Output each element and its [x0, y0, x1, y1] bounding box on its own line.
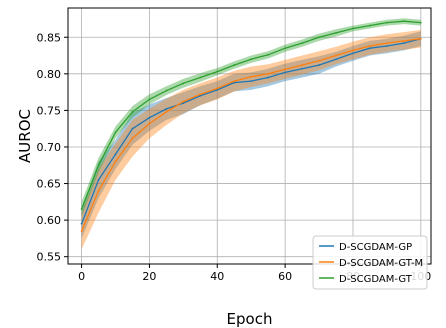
point-series-1 [250, 75, 253, 78]
point-series-0 [97, 178, 100, 181]
point-series-1 [233, 80, 236, 83]
point-series-2 [369, 24, 371, 27]
point-series-1 [419, 37, 422, 40]
point-series-2 [233, 64, 236, 66]
point-series-2 [318, 36, 320, 39]
point-series-1 [385, 42, 388, 45]
point-series-2 [301, 42, 303, 45]
point-series-1 [148, 122, 151, 125]
x-tick-label: 0 [78, 270, 85, 283]
point-series-0 [80, 222, 83, 225]
point-series-0 [216, 89, 219, 91]
point-series-0 [385, 45, 388, 47]
point-series-0 [301, 67, 303, 70]
point-series-1 [131, 137, 134, 140]
grid-lines [68, 8, 431, 264]
point-series-1 [80, 230, 83, 232]
point-series-1 [216, 87, 219, 90]
point-series-2 [199, 76, 202, 79]
point-series-0 [402, 42, 405, 45]
point-series-1 [267, 72, 270, 75]
y-tick-label: 0.85 [37, 31, 62, 44]
band-series-1 [81, 29, 421, 250]
x-tick-label: 60 [278, 270, 292, 283]
point-series-2 [267, 53, 270, 56]
point-series-1 [369, 45, 371, 47]
point-series-0 [182, 102, 185, 104]
point-series-2 [80, 208, 83, 211]
point-series-0 [233, 81, 236, 84]
point-series-0 [131, 127, 134, 130]
confidence-bands [81, 18, 421, 250]
point-series-2 [165, 89, 168, 92]
point-series-2 [216, 70, 219, 73]
y-tick-label: 0.70 [37, 141, 62, 154]
point-series-2 [97, 164, 100, 167]
x-axis-label: Epoch [227, 310, 273, 328]
point-series-2 [114, 131, 117, 134]
band-series-2 [81, 18, 421, 217]
point-series-2 [182, 82, 185, 85]
x-tick-label: 20 [142, 270, 156, 283]
legend-label-gt-m: D-SCGDAM-GT-M [339, 258, 423, 269]
point-series-0 [114, 153, 117, 156]
y-tick-label: 0.60 [37, 214, 62, 227]
point-series-1 [335, 54, 337, 57]
point-series-2 [335, 31, 337, 34]
point-series-1 [114, 160, 117, 163]
point-series-2 [250, 58, 253, 61]
y-tick-label: 0.80 [37, 68, 62, 81]
legend-box [312, 235, 428, 290]
point-series-0 [369, 47, 371, 50]
point-series-0 [318, 64, 320, 66]
point-series-1 [97, 189, 100, 192]
point-series-0 [352, 52, 354, 55]
band-series-0 [81, 31, 421, 239]
point-series-0 [199, 94, 202, 97]
legend-label-gp: D-SCGDAM-GP [339, 242, 412, 253]
point-series-2 [284, 47, 287, 50]
point-series-2 [148, 98, 151, 101]
point-series-0 [148, 116, 151, 119]
legend: D-SCGDAM-GP D-SCGDAM-GT-M D-SCGDAM-GT [312, 235, 428, 290]
x-tick-label: 40 [210, 270, 224, 283]
point-series-2 [352, 27, 354, 30]
y-axis-label: AUROC [16, 109, 34, 163]
point-series-2 [385, 21, 388, 24]
legend-label-gt: D-SCGDAM-GT [339, 274, 413, 285]
point-series-0 [250, 80, 253, 83]
plot-frame [67, 7, 432, 265]
point-series-1 [284, 68, 287, 71]
point-series-1 [318, 59, 320, 62]
point-series-1 [182, 100, 185, 103]
point-series-1 [402, 40, 405, 42]
point-series-1 [199, 93, 202, 96]
point-series-0 [284, 71, 287, 74]
y-axis-ticks: 0.55 0.60 0.65 0.70 0.75 0.80 0.85 [37, 31, 68, 264]
point-series-0 [335, 58, 337, 61]
y-tick-label: 0.55 [37, 251, 62, 264]
point-series-0 [267, 76, 270, 79]
point-series-1 [165, 110, 168, 113]
point-series-2 [419, 21, 422, 24]
plot-background [68, 8, 431, 264]
y-tick-label: 0.65 [37, 178, 62, 191]
y-tick-label: 0.75 [37, 104, 62, 117]
series-lines [80, 20, 422, 232]
point-series-1 [352, 49, 354, 52]
point-series-0 [165, 108, 168, 110]
point-series-2 [131, 110, 134, 113]
point-series-2 [402, 20, 405, 23]
point-series-1 [301, 64, 303, 66]
